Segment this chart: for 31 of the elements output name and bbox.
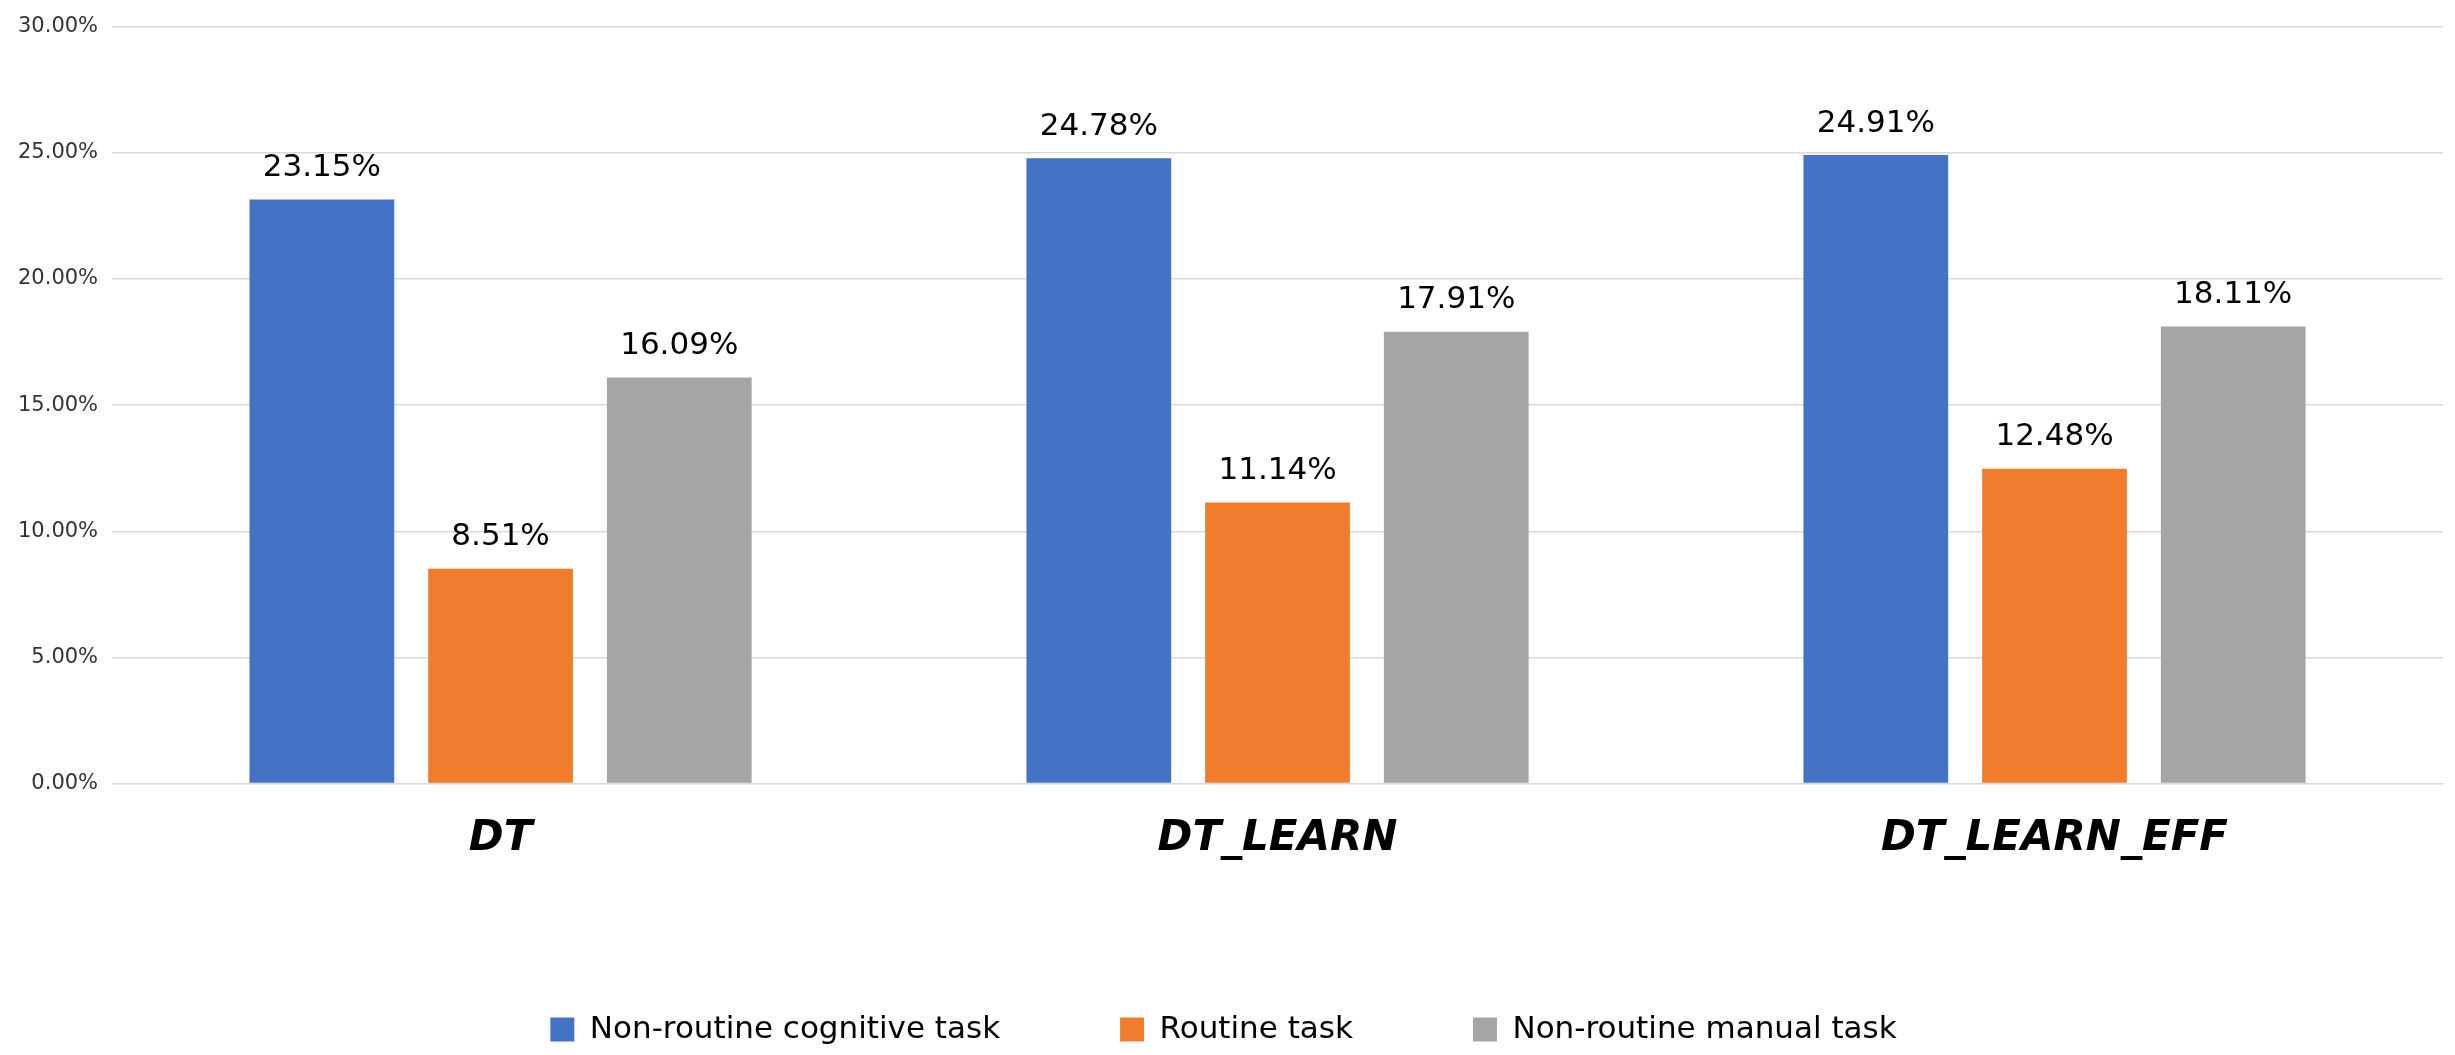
legend-label: Non-routine manual task — [1512, 1008, 1897, 1045]
y-tick-label: 10.00% — [17, 517, 99, 542]
data-label: 12.48% — [1995, 416, 2114, 453]
bar — [2160, 326, 2306, 783]
bar — [1803, 155, 1949, 783]
bar — [249, 199, 395, 783]
data-label: 11.14% — [1218, 450, 1337, 487]
bar — [1026, 158, 1172, 783]
x-tick-label: DT_LEARN — [1157, 810, 1398, 860]
data-label: 18.11% — [2174, 274, 2293, 311]
data-label: 24.78% — [1039, 105, 1158, 142]
y-tick-label: 5.00% — [31, 643, 99, 668]
x-tick-label: DT — [468, 810, 536, 860]
bar — [1982, 468, 2127, 783]
bar — [1383, 331, 1529, 783]
data-label: 23.15% — [262, 147, 381, 183]
y-tick-label: 20.00% — [17, 265, 99, 290]
data-label: 16.09% — [620, 325, 739, 362]
legend-label: Routine task — [1159, 1008, 1353, 1045]
y-tick-label: 15.00% — [17, 391, 99, 416]
bar — [606, 377, 752, 783]
y-tick-label: 25.00% — [17, 139, 99, 164]
y-tick-label: 30.00% — [17, 13, 99, 38]
legend-label: Non-routine cognitive task — [589, 1008, 1001, 1045]
y-tick-label: 0.00% — [31, 770, 99, 795]
data-label: 24.91% — [1816, 102, 1935, 139]
bar — [428, 568, 573, 783]
bar — [1205, 502, 1350, 783]
x-tick-label: DT_LEARN_EFF — [1880, 810, 2229, 860]
data-label: 8.51% — [451, 516, 550, 553]
data-label: 17.91% — [1397, 279, 1516, 316]
